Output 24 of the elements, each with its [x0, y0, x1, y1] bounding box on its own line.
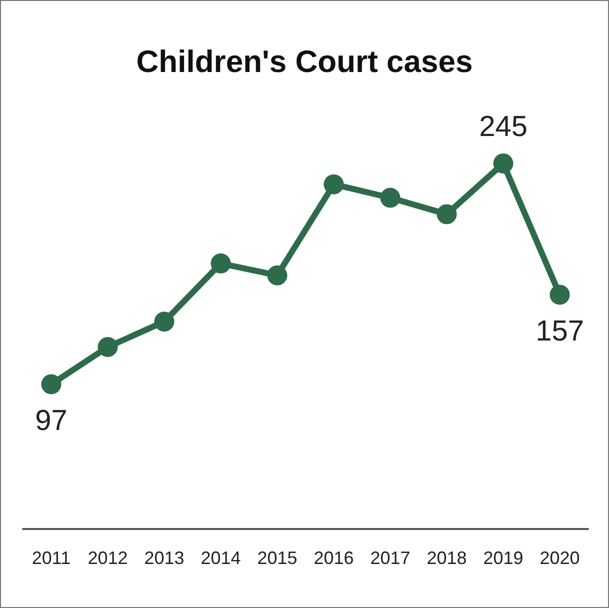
point: [436, 204, 457, 224]
x-tick-label: 2020: [540, 548, 580, 568]
point: [154, 312, 174, 332]
x-tick-label: 2011: [32, 548, 71, 568]
x-tick-label: 2017: [370, 548, 410, 568]
point: [210, 253, 231, 274]
point: [267, 265, 288, 286]
point: [41, 374, 62, 394]
chart-title: Children's Court cases: [136, 44, 473, 79]
point: [98, 336, 118, 357]
data-label: 97: [35, 404, 68, 437]
data-label: 245: [479, 110, 528, 143]
x-tick-label: 2014: [200, 548, 241, 568]
x-tick-label: 2015: [257, 548, 298, 568]
x-tick-label: 2012: [88, 548, 128, 568]
x-tick-label: 2019: [483, 548, 524, 568]
point: [493, 153, 514, 174]
data-label: 157: [536, 315, 584, 348]
point: [550, 284, 570, 305]
x-tick-label: 2013: [144, 548, 184, 568]
point: [324, 174, 344, 194]
x-tick-label: 2018: [426, 548, 467, 568]
x-tick-label: 2016: [314, 548, 354, 568]
point: [380, 188, 400, 208]
